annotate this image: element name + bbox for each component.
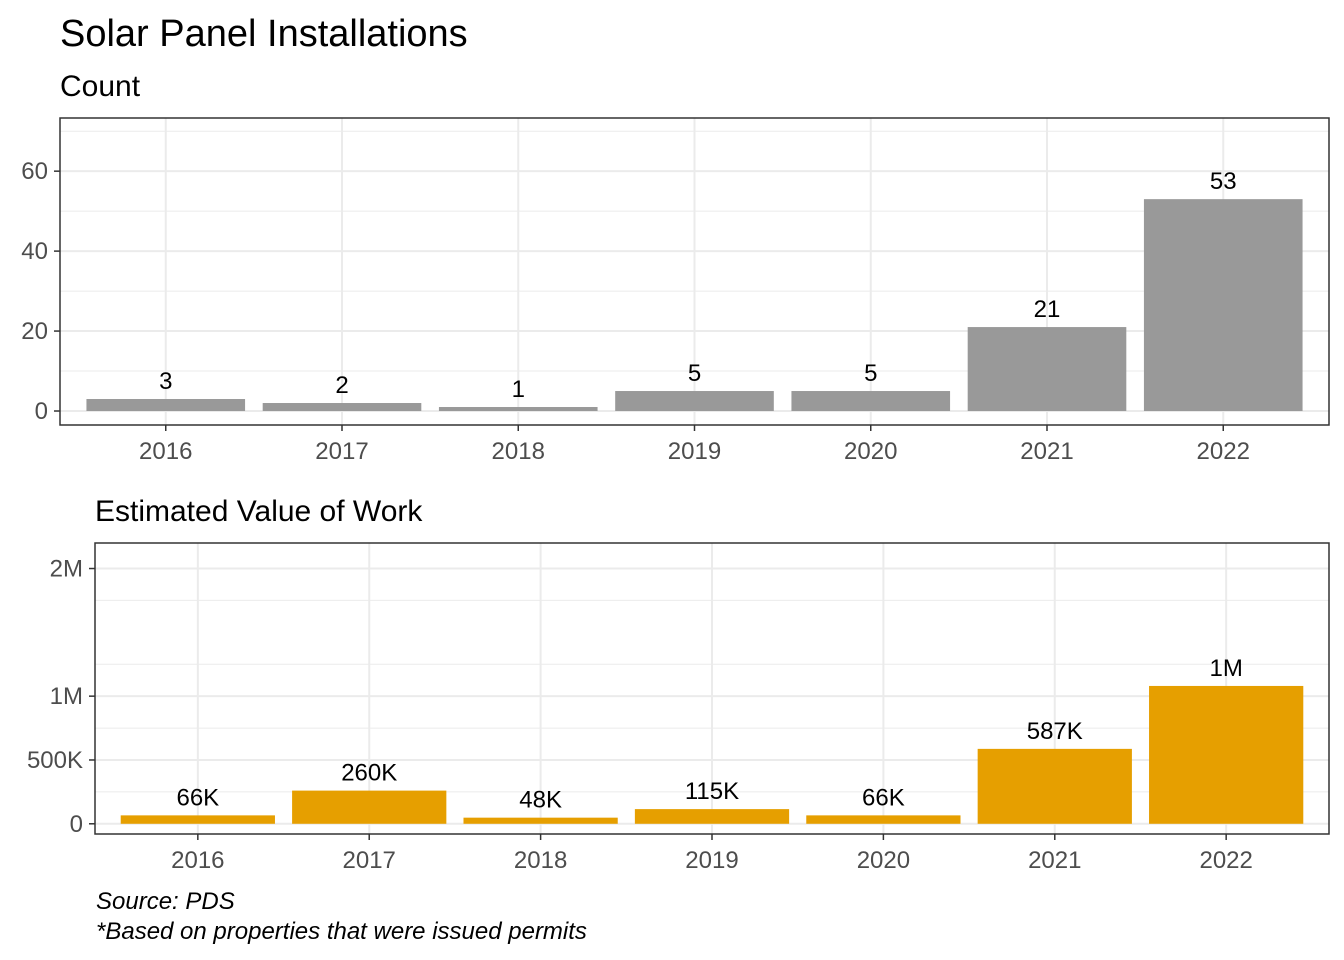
x-tick-label: 2020 (844, 438, 897, 465)
x-tick-label: 2021 (1020, 438, 1073, 465)
bar-2019 (634, 809, 790, 824)
y-tick-label: 2M (50, 556, 83, 583)
x-tick-label: 2019 (668, 438, 721, 465)
x-tick-label: 2018 (514, 847, 567, 874)
bar-2022 (1149, 685, 1304, 824)
data-label-2017: 260K (341, 760, 397, 787)
bar-2018 (438, 407, 598, 412)
bar-2018 (463, 817, 618, 824)
bar-2020 (806, 815, 961, 824)
data-label-2017: 2 (335, 372, 348, 399)
bar-2016 (120, 815, 275, 824)
value-chart: 0 500K 1M 2M 66K 260K 48K 115K 66K 587K 1M 2016 2017… (27, 542, 1330, 874)
data-label-2021: 587K (1027, 718, 1083, 745)
x-tick-label: 2022 (1197, 438, 1250, 465)
data-label-2016: 3 (159, 368, 172, 395)
bar-2022 (1143, 199, 1303, 412)
data-label-2019: 115K (685, 778, 739, 805)
count-panel-title: Count (60, 70, 141, 103)
bar-2020 (791, 391, 951, 412)
x-tick-label: 2017 (343, 847, 396, 874)
data-label-2020: 5 (864, 360, 877, 387)
x-tick-label: 2018 (492, 438, 545, 465)
bar-2016 (86, 399, 246, 412)
data-label-2022: 53 (1210, 168, 1237, 195)
x-tick-label: 2019 (685, 847, 738, 874)
data-label-2018: 48K (519, 787, 562, 814)
bar-2017 (292, 790, 447, 824)
x-tick-label: 2017 (315, 438, 368, 465)
x-tick-label: 2016 (171, 847, 224, 874)
data-label-2016: 66K (176, 784, 219, 811)
y-tick-label: 20 (21, 318, 48, 345)
x-tick-label: 2021 (1028, 847, 1081, 874)
y-tick-label: 0 (70, 811, 83, 838)
bar-2019 (615, 391, 774, 412)
caption-note: *Based on properties that were issued pe… (96, 918, 587, 945)
y-tick-label: 1M (50, 683, 83, 710)
x-tick-label: 2020 (857, 847, 910, 874)
y-tick-label: 40 (21, 238, 48, 265)
panel-border (94, 542, 1330, 835)
x-tick-label: 2016 (139, 438, 192, 465)
bar-2021 (967, 327, 1127, 412)
panel-border (59, 117, 1330, 426)
y-tick-label: 500K (27, 747, 83, 774)
caption-source: Source: PDS (96, 888, 235, 915)
bar-2017 (262, 403, 422, 412)
bar-2021 (977, 748, 1132, 824)
figure-title: Solar Panel Installations (60, 13, 468, 55)
value-panel-title: Estimated Value of Work (95, 495, 423, 528)
data-label-2018: 1 (512, 376, 525, 403)
data-label-2022: 1M (1209, 655, 1242, 682)
data-label-2021: 21 (1034, 296, 1061, 323)
data-label-2019: 5 (688, 360, 701, 387)
y-tick-label: 0 (35, 398, 48, 425)
data-label-2020: 66K (862, 784, 905, 811)
x-tick-label: 2022 (1199, 847, 1252, 874)
y-tick-label: 60 (21, 158, 48, 185)
